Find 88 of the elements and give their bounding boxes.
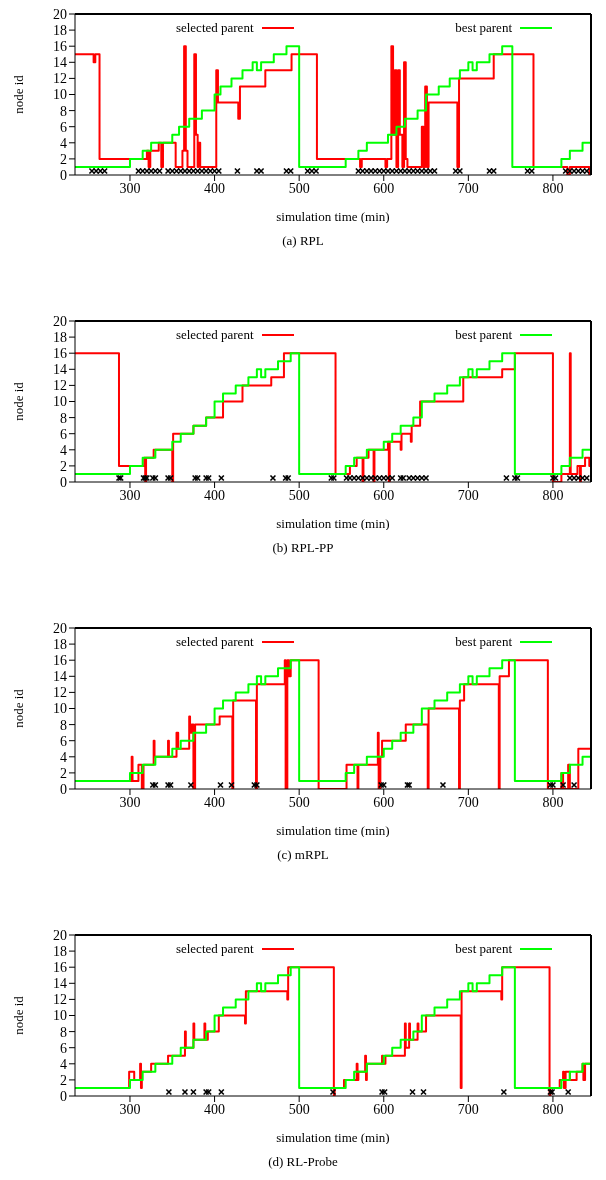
x-tick-label: 700 (457, 180, 479, 196)
x-axis-title: simulation time (min) (276, 209, 390, 224)
text: (a) RPL (281, 233, 325, 249)
y-tick-label: 12 (53, 378, 67, 394)
y-axis-title: node id (10, 74, 26, 114)
text: (d) RL-Probe (267, 1154, 339, 1170)
y-tick-label: 14 (53, 669, 67, 685)
y-tick-label: 10 (53, 394, 67, 410)
x-tick-label: 800 (542, 180, 564, 196)
y-tick-label: 20 (53, 620, 67, 636)
text: (c) mRPL (276, 847, 330, 863)
y-tick-label: 12 (53, 685, 67, 701)
legend-label: selected parent (175, 20, 254, 36)
y-tick-label: 2 (60, 458, 67, 474)
x-tick-label: 400 (204, 794, 226, 810)
y-tick-label: 8 (60, 717, 67, 733)
y-tick-label: 16 (53, 960, 67, 976)
y-tick-label: 16 (53, 39, 67, 55)
y-tick-label: 0 (60, 167, 67, 183)
y-tick-label: 4 (60, 442, 67, 458)
y-tick-label: 6 (60, 119, 67, 135)
y-tick-label: 0 (60, 474, 67, 490)
legend-label: selected parent (175, 327, 254, 343)
y-tick-label: 16 (53, 346, 67, 362)
legend-label: selected parent (175, 941, 254, 957)
text: (b) RPL-PP (271, 540, 335, 556)
x-tick-label: 300 (119, 794, 141, 810)
y-tick-label: 8 (60, 103, 67, 119)
x-tick-label: 700 (457, 487, 479, 503)
x-axis-title: simulation time (min) (276, 516, 390, 531)
y-tick-label: 18 (53, 637, 67, 653)
y-tick-label: 14 (53, 55, 67, 71)
y-axis-title: node id (10, 381, 26, 421)
y-tick-label: 8 (60, 1024, 67, 1040)
legend-label: best parent (455, 327, 512, 343)
y-tick-label: 0 (60, 1088, 67, 1104)
x-tick-label: 500 (288, 180, 310, 196)
x-tick-label: 600 (373, 1101, 395, 1117)
x-tick-label: 500 (288, 487, 310, 503)
y-tick-label: 18 (53, 330, 67, 346)
y-tick-label: 2 (60, 1072, 67, 1088)
x-axis-title: simulation time (min) (276, 1130, 390, 1145)
y-tick-label: 6 (60, 733, 67, 749)
x-tick-label: 300 (119, 487, 141, 503)
y-tick-label: 20 (53, 927, 67, 943)
x-axis-title: simulation time (min) (276, 823, 390, 838)
y-tick-label: 0 (60, 781, 67, 797)
x-tick-label: 600 (373, 794, 395, 810)
y-tick-label: 10 (53, 1008, 67, 1024)
x-tick-label: 400 (204, 487, 226, 503)
y-tick-label: 6 (60, 426, 67, 442)
x-tick-label: 700 (457, 1101, 479, 1117)
legend-label: best parent (455, 20, 512, 36)
y-tick-label: 18 (53, 23, 67, 39)
y-tick-label: 4 (60, 749, 67, 765)
x-tick-label: 300 (119, 1101, 141, 1117)
y-axis-title: node id (10, 995, 26, 1035)
x-tick-label: 800 (542, 794, 564, 810)
x-tick-label: 500 (288, 794, 310, 810)
x-tick-label: 500 (288, 1101, 310, 1117)
y-tick-label: 10 (53, 701, 67, 717)
x-tick-label: 700 (457, 794, 479, 810)
y-tick-label: 12 (53, 992, 67, 1008)
y-tick-label: 10 (53, 87, 67, 103)
y-tick-label: 14 (53, 976, 67, 992)
y-tick-label: 14 (53, 362, 67, 378)
y-tick-label: 12 (53, 71, 67, 87)
x-tick-label: 800 (542, 487, 564, 503)
y-tick-label: 6 (60, 1040, 67, 1056)
legend-label: selected parent (175, 634, 254, 650)
legend-label: best parent (455, 941, 512, 957)
x-tick-label: 400 (204, 180, 226, 196)
y-tick-label: 18 (53, 944, 67, 960)
y-axis-title: node id (10, 688, 26, 728)
x-tick-label: 400 (204, 1101, 226, 1117)
y-tick-label: 2 (60, 151, 67, 167)
y-tick-label: 8 (60, 410, 67, 426)
x-tick-label: 300 (119, 180, 141, 196)
legend-label: best parent (455, 634, 512, 650)
y-tick-label: 2 (60, 765, 67, 781)
y-tick-label: 20 (53, 313, 67, 329)
y-tick-label: 4 (60, 135, 67, 151)
x-tick-label: 800 (542, 1101, 564, 1117)
y-tick-label: 4 (60, 1056, 67, 1072)
y-tick-label: 20 (53, 6, 67, 22)
x-tick-label: 600 (373, 487, 395, 503)
y-tick-label: 16 (53, 653, 67, 669)
x-tick-label: 600 (373, 180, 395, 196)
